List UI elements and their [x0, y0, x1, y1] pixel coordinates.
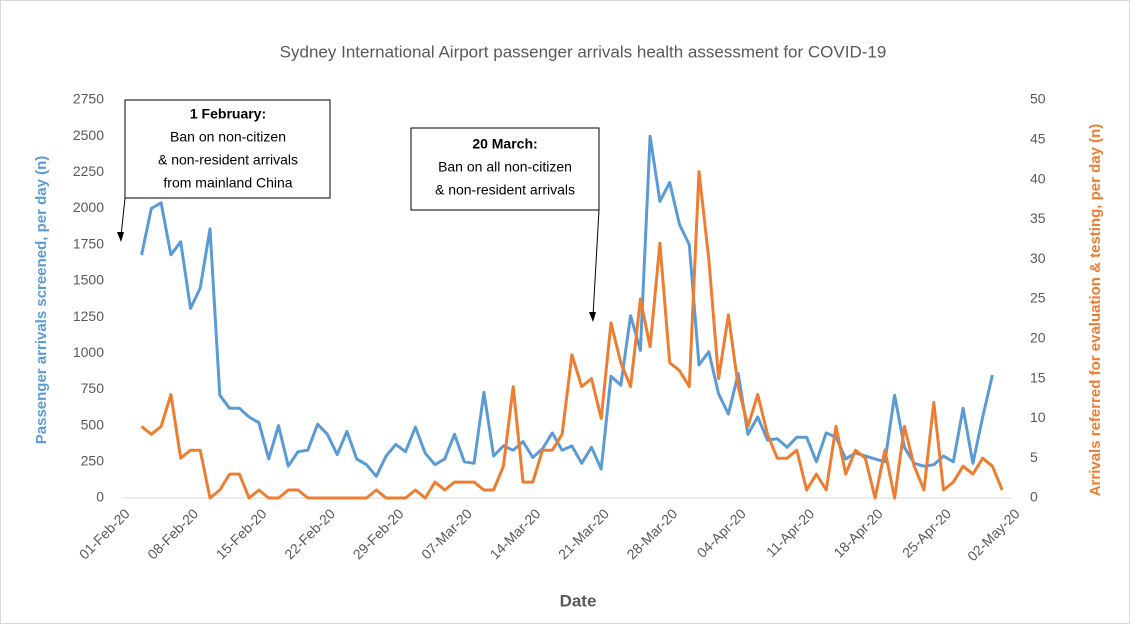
- y-tick-label: 1000: [73, 344, 104, 360]
- y2-axis-title: Arrivals referred for evaluation & testi…: [1087, 124, 1104, 497]
- data-line: [140, 134, 994, 478]
- y-tick-label: 500: [81, 416, 105, 432]
- annotation-text: 20 March:: [472, 136, 537, 152]
- arrow-head: [117, 232, 124, 242]
- y2-tick-label: 45: [1030, 131, 1046, 147]
- y2-tick-label: 50: [1030, 91, 1046, 107]
- y-tick-label: 1500: [73, 272, 104, 288]
- annotation-text: Ban on all non-citizen: [438, 159, 572, 175]
- arrow-head: [589, 312, 596, 322]
- chart-title: Sydney International Airport passenger a…: [280, 42, 887, 61]
- annotation-arrow: [592, 209, 600, 317]
- y-tick-label: 0: [96, 489, 104, 505]
- y2-tick-label: 35: [1030, 210, 1046, 226]
- y2-tick-label: 40: [1030, 170, 1046, 186]
- y2-tick-label: 25: [1030, 290, 1046, 306]
- y-tick-label: 250: [81, 453, 105, 469]
- y-tick-label: 2500: [73, 127, 104, 143]
- y-axis-title: Passenger arrivals screened, per day (n): [33, 156, 50, 444]
- annotation-box: [410, 127, 600, 211]
- annotation-text: 1 February:: [190, 106, 266, 122]
- y-tick-label: 2750: [73, 91, 104, 107]
- y-tick-label: 2250: [73, 163, 104, 179]
- y2-tick-label: 15: [1030, 369, 1046, 385]
- x-axis-title: Date: [560, 591, 597, 610]
- annotation-text: & non-resident arrivals: [435, 182, 575, 198]
- annotation-arrow: [120, 197, 126, 237]
- annotation-text: & non-resident arrivals: [158, 152, 298, 168]
- y-tick-label: 750: [81, 380, 105, 396]
- data-line: [140, 170, 1004, 500]
- y2-tick-label: 10: [1030, 409, 1046, 425]
- y2-tick-label: 5: [1030, 449, 1038, 465]
- y2-tick-label: 20: [1030, 330, 1046, 346]
- y-tick-label: 1250: [73, 308, 104, 324]
- annotation-text: from mainland China: [163, 175, 292, 191]
- y2-tick-label: 30: [1030, 250, 1046, 266]
- y2-tick-label: 0: [1030, 489, 1038, 505]
- annotation-text: Ban on non-citizen: [170, 129, 286, 145]
- y-tick-label: 1750: [73, 235, 104, 251]
- annotation-box: [124, 99, 331, 199]
- y-tick-label: 2000: [73, 199, 104, 215]
